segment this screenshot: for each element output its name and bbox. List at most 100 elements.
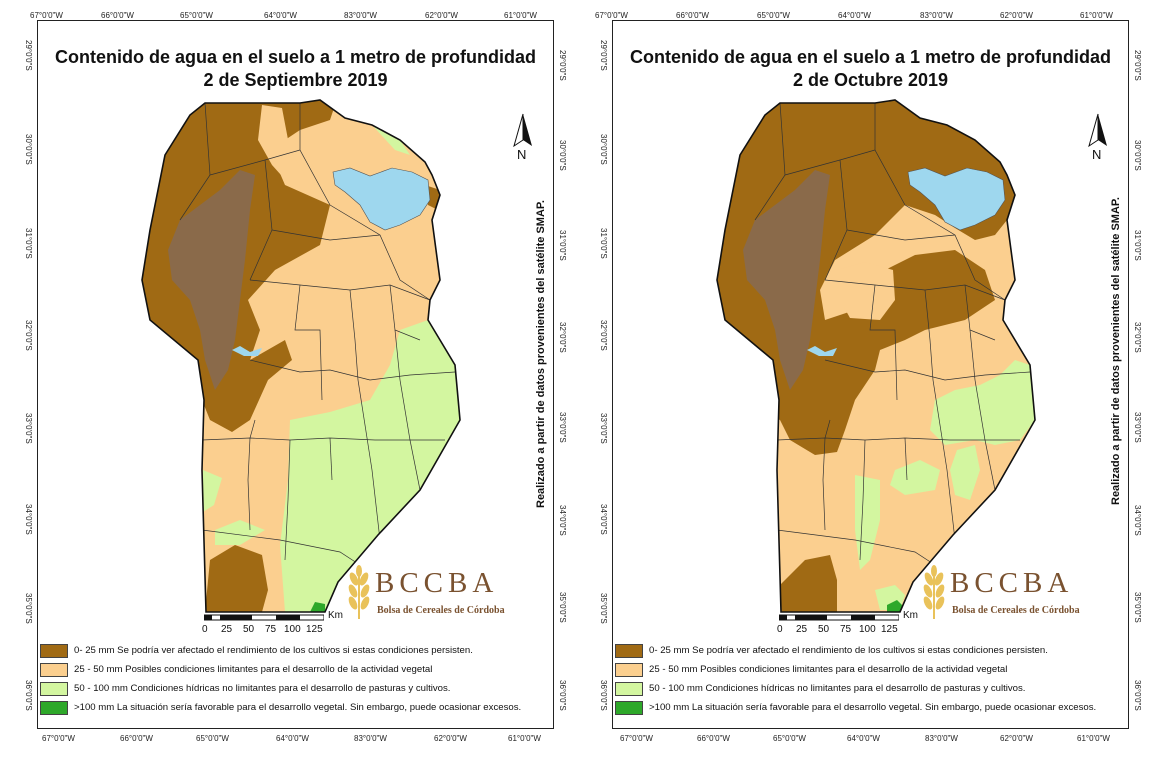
class-50-100-area	[280, 320, 460, 612]
legend-label: 0- 25 mm Se podría ver afectado el rendi…	[649, 645, 1048, 656]
lon-tick-top: 61°0'0"W	[504, 11, 537, 20]
north-label: N	[517, 147, 527, 162]
province-outline	[716, 99, 1036, 613]
scale-tick: 125	[881, 624, 898, 635]
class-0-25-area	[258, 105, 305, 185]
lon-tick-top: 64°0'0"W	[264, 11, 297, 20]
lon-tick-top: 62°0'0"W	[1000, 11, 1033, 20]
map-title-line1: Contenido de agua en el suelo a 1 metro …	[629, 47, 1112, 67]
scale-tick: 50	[243, 624, 255, 635]
class-50-100-area	[203, 470, 222, 512]
class-25-50-area	[837, 262, 895, 320]
lon-tick-bottom: 64°0'0"W	[276, 734, 309, 743]
scale-tick: 75	[265, 624, 277, 635]
province-map	[141, 99, 461, 613]
legend-label: 50 - 100 mm Condiciones hídricas no limi…	[649, 683, 1026, 694]
legend-label: >100 mm La situación sería favorable par…	[649, 702, 1097, 713]
scale-bar: Km 0 25 50 75 100 125	[202, 610, 344, 638]
map-title: Contenido de agua en el suelo a 1 metro …	[37, 46, 554, 92]
north-arrow-icon	[1088, 113, 1107, 148]
lon-tick-bottom: 83°0'0"W	[354, 734, 387, 743]
district-lines	[179, 102, 456, 566]
source-note: Realizado a partir de datos provenientes…	[1110, 197, 1122, 505]
lon-tick-top: 64°0'0"W	[838, 11, 871, 20]
lon-tick-bottom: 66°0'0"W	[120, 734, 153, 743]
legend-swatch	[40, 701, 68, 715]
legend-item: >100 mm La situación sería favorable par…	[615, 699, 1127, 717]
scale-bar-graphic	[204, 614, 324, 621]
scale-tick: 0	[777, 624, 783, 635]
logo-title: BCCBA	[950, 567, 1074, 599]
laguna-mar-chiquita	[907, 167, 1006, 231]
bccba-logo: BCCBA Bolsa de Cereales de Córdoba	[920, 565, 1120, 625]
laguna-mar-chiquita	[332, 167, 431, 231]
north-arrow: N	[508, 112, 538, 169]
legend-label: 0- 25 mm Se podría ver afectado el rendi…	[74, 645, 473, 656]
map-title-date: 2 de Octubre 2019	[792, 70, 949, 90]
legend-swatch	[40, 663, 68, 677]
legend-swatch	[615, 701, 643, 715]
lon-tick-bottom: 62°0'0"W	[434, 734, 467, 743]
source-note: Realizado a partir de datos provenientes…	[535, 200, 547, 508]
legend-item: 0- 25 mm Se podría ver afectado el rendi…	[40, 642, 552, 660]
legend-item: 50 - 100 mm Condiciones hídricas no limi…	[40, 680, 552, 698]
class-50-100-area	[215, 520, 265, 545]
class-50-100-area	[950, 445, 980, 500]
scale-tick: 0	[202, 624, 208, 635]
legend: 0- 25 mm Se podría ver afectado el rendi…	[615, 642, 1127, 718]
lon-tick-top: 67°0'0"W	[30, 11, 63, 20]
legend-label: 25 - 50 mm Posibles condiciones limitant…	[74, 664, 433, 675]
scale-tick: 50	[818, 624, 830, 635]
legend-swatch	[615, 663, 643, 677]
lon-tick-bottom: 67°0'0"W	[42, 734, 75, 743]
class-0-25-area	[780, 555, 837, 612]
lon-tick-top: 66°0'0"W	[101, 11, 134, 20]
sierras-area	[168, 170, 255, 390]
scale-unit: Km	[903, 610, 918, 621]
class-100-plus-area	[887, 600, 903, 612]
scale-tick: 100	[284, 624, 301, 635]
scale-bar: Km 0 25 50 75 100 125	[777, 610, 919, 638]
scale-tick: 75	[840, 624, 852, 635]
north-arrow: N	[1083, 112, 1113, 169]
legend-item: 25 - 50 mm Posibles condiciones limitant…	[40, 661, 552, 679]
lon-tick-top: 83°0'0"W	[344, 11, 377, 20]
reservoir	[807, 346, 837, 356]
scale-tick: 125	[306, 624, 323, 635]
province-outline	[141, 99, 461, 613]
class-50-100-area	[930, 360, 1035, 445]
sierras-area	[743, 170, 830, 390]
map-panel-septiembre: 67°0'0"W 66°0'0"W 65°0'0"W 64°0'0"W 83°0…	[0, 0, 574, 762]
province-map	[716, 99, 1036, 613]
legend-label: 25 - 50 mm Posibles condiciones limitant…	[649, 664, 1008, 675]
lon-tick-bottom: 61°0'0"W	[508, 734, 541, 743]
legend-swatch	[615, 644, 643, 658]
reservoir	[232, 346, 262, 356]
lon-tick-top: 65°0'0"W	[757, 11, 790, 20]
lon-tick-top: 83°0'0"W	[920, 11, 953, 20]
lon-tick-bottom: 83°0'0"W	[925, 734, 958, 743]
lon-tick-top: 61°0'0"W	[1080, 11, 1113, 20]
district-lines	[754, 102, 1031, 566]
map-panel-octubre: 67°0'0"W 66°0'0"W 65°0'0"W 64°0'0"W 83°0…	[575, 0, 1149, 762]
lon-tick-top: 65°0'0"W	[180, 11, 213, 20]
map-title-line1: Contenido de agua en el suelo a 1 metro …	[54, 47, 537, 67]
lon-tick-bottom: 66°0'0"W	[697, 734, 730, 743]
lon-tick-top: 67°0'0"W	[595, 11, 628, 20]
north-label: N	[1092, 147, 1102, 162]
map-title: Contenido de agua en el suelo a 1 metro …	[612, 46, 1129, 92]
wheat-icon	[348, 565, 370, 619]
lon-tick-bottom: 64°0'0"W	[847, 734, 880, 743]
lon-tick-bottom: 61°0'0"W	[1077, 734, 1110, 743]
class-100-plus-area	[310, 602, 325, 612]
class-50-100-area	[372, 125, 410, 155]
map-title-date: 2 de Septiembre 2019	[203, 70, 388, 90]
logo-subtitle: Bolsa de Cereales de Córdoba	[952, 605, 1080, 616]
lon-tick-bottom: 62°0'0"W	[1000, 734, 1033, 743]
legend-label: >100 mm La situación sería favorable par…	[74, 702, 522, 713]
legend-item: >100 mm La situación sería favorable par…	[40, 699, 552, 717]
scale-unit: Km	[328, 610, 343, 621]
legend-item: 50 - 100 mm Condiciones hídricas no limi…	[615, 680, 1127, 698]
bccba-logo: BCCBA Bolsa de Cereales de Córdoba	[345, 565, 545, 625]
wheat-icon	[923, 565, 945, 619]
